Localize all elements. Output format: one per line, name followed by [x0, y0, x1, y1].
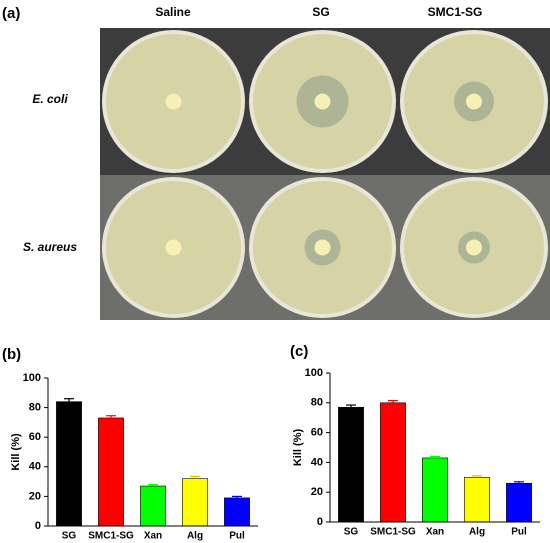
error-bar: [388, 399, 398, 403]
y-tick-label: 0: [35, 520, 41, 532]
x-tick-label: Alg: [187, 531, 203, 542]
bar: [338, 406, 364, 523]
bar: [182, 478, 208, 527]
bar: [506, 482, 532, 523]
x-tick-label: Alg: [469, 527, 485, 538]
y-tick-label: 20: [311, 486, 323, 498]
bar: [380, 402, 406, 523]
y-axis-label: Kill (%): [292, 429, 304, 467]
error-bar: [430, 455, 440, 458]
x-tick-label: Xan: [426, 527, 444, 538]
error-bar: [190, 475, 200, 479]
sample-disc: [314, 239, 331, 256]
x-tick-label: Pul: [229, 531, 245, 542]
panel-label: (b): [2, 346, 21, 363]
sample-disc: [165, 93, 182, 110]
column-label: SG: [312, 5, 329, 19]
y-tick-label: 20: [29, 490, 41, 502]
error-bar: [64, 398, 74, 402]
row-label: E. coli: [32, 92, 68, 106]
error-bar: [514, 481, 524, 484]
bar: [98, 417, 124, 527]
sample-disc: [466, 93, 482, 110]
plate-photos: [100, 28, 550, 320]
y-axis-label: Kill (%): [10, 433, 22, 471]
column-label: SMC1-SG: [428, 5, 483, 19]
column-label: Saline: [155, 5, 191, 19]
y-tick-label: 40: [311, 456, 323, 468]
y-tick-label: 100: [23, 372, 41, 384]
x-tick-label: SG: [344, 527, 359, 538]
bar: [140, 485, 166, 527]
panel-label: (a): [2, 5, 20, 22]
bar: [224, 497, 250, 527]
error-bar: [148, 483, 158, 487]
bar: [464, 476, 490, 523]
y-tick-label: 60: [29, 431, 41, 443]
y-tick-label: 0: [317, 516, 323, 528]
x-tick-label: SMC1-SG: [370, 527, 416, 538]
bar: [56, 401, 82, 527]
bar: [422, 457, 448, 523]
y-tick-label: 80: [29, 402, 41, 414]
x-tick-label: Pul: [511, 527, 527, 538]
sample-disc: [165, 239, 182, 256]
y-tick-label: 80: [311, 397, 323, 409]
x-tick-label: SMC1-SG: [88, 531, 134, 542]
sample-disc: [314, 93, 331, 110]
y-tick-label: 60: [311, 427, 323, 439]
error-bar: [472, 475, 482, 478]
row-label: S. aureus: [23, 240, 77, 254]
error-bar: [232, 495, 242, 498]
error-bar: [346, 404, 356, 408]
y-tick-label: 40: [29, 461, 41, 473]
sample-disc: [466, 239, 482, 256]
y-tick-label: 100: [305, 367, 323, 379]
error-bar: [106, 415, 116, 418]
x-tick-label: Xan: [144, 531, 162, 542]
x-tick-label: SG: [62, 531, 77, 542]
panel-label: (c): [290, 343, 308, 360]
